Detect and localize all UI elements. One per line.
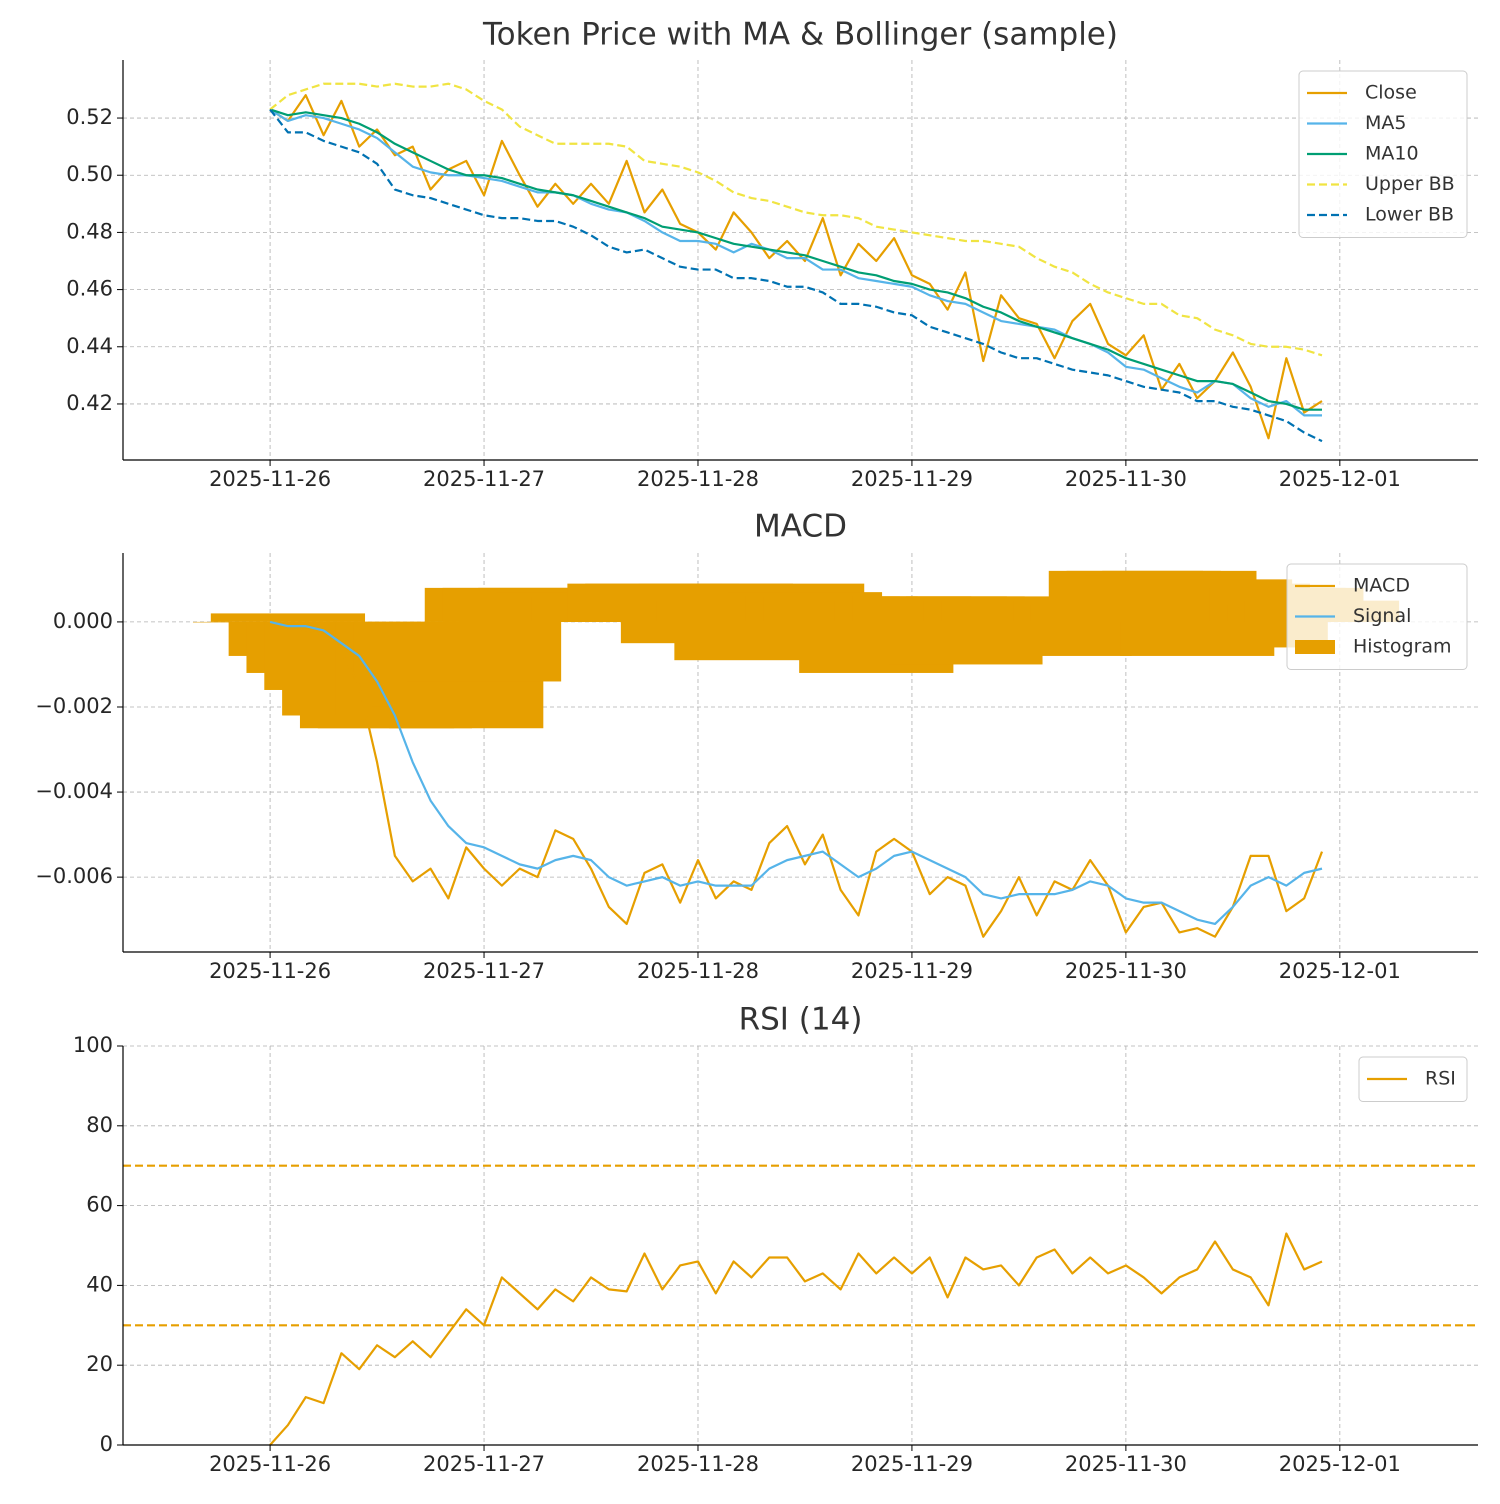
subplot-title: MACD [754,509,847,545]
legend-label: Histogram [1353,636,1452,658]
legend: Close MA5 MA10 Upper BB Lower BB [1298,70,1468,238]
subplot: MACD −0.006 −0.004 −0.002 0.000 2025-11-26 202… [35,509,1478,983]
legend: RSI [1358,1056,1468,1102]
x-tick-label: 2025-11-28 [637,467,759,491]
legend-label: Close [1365,82,1417,104]
histogram-bar [977,621,1132,656]
x-tick-label: 2025-11-26 [209,467,331,491]
x-tick-label: 2025-11-28 [637,1452,759,1476]
subplot-title: Token Price with MA & Bollinger (sample) [482,17,1118,53]
x-tick-label: 2025-11-29 [851,1452,973,1476]
series-line [269,82,1323,357]
y-tick-label: 40 [86,1272,113,1296]
x-tick-label: 2025-11-29 [851,959,973,983]
y-tick-label: 0.000 [53,609,113,633]
legend-label: RSI [1425,1068,1456,1090]
y-tick-label: 80 [86,1113,113,1137]
histogram-bar [406,621,562,682]
series-line [269,620,1324,938]
y-tick-label: 0.42 [66,391,113,415]
y-tick-label: 0.48 [66,219,113,243]
series-line [269,620,1323,926]
legend-label: Lower BB [1365,204,1454,226]
y-tick-label: 0.44 [66,334,113,358]
subplot-title: RSI (14) [739,1002,863,1038]
x-tick-label: 2025-11-30 [1065,467,1187,491]
legend-label: Signal [1353,605,1411,627]
x-tick-label: 2025-11-27 [423,1452,545,1476]
x-tick-label: 2025-11-26 [209,1452,331,1476]
legend-label: MACD [1353,575,1410,597]
y-tick-label: 0 [100,1432,113,1456]
x-tick-label: 2025-11-27 [423,467,545,491]
legend-swatch [1295,640,1335,654]
x-tick-label: 2025-12-01 [1279,467,1401,491]
series-line [269,108,1322,411]
y-tick-label: 60 [86,1193,113,1217]
x-tick-label: 2025-11-29 [851,467,973,491]
y-tick-label: −0.004 [35,779,113,803]
legend-label: MA5 [1365,112,1406,134]
x-tick-label: 2025-11-30 [1065,1452,1187,1476]
y-tick-label: 0.50 [66,162,113,186]
legend-label: Upper BB [1365,173,1455,195]
y-tick-label: 0.46 [66,277,113,301]
x-tick-label: 2025-11-26 [209,959,331,983]
x-tick-label: 2025-12-01 [1279,959,1401,983]
histogram-bar [210,613,366,622]
y-tick-label: 0.52 [66,105,113,129]
y-tick-label: 20 [86,1352,113,1376]
series-line [269,1232,1323,1446]
y-tick-label: −0.002 [35,694,113,718]
legend-box [1298,70,1468,238]
x-tick-label: 2025-12-01 [1279,1452,1401,1476]
series-line [269,108,1323,443]
y-tick-label: −0.006 [35,864,113,888]
legend-box [1358,1056,1468,1102]
legend-label: MA10 [1365,143,1419,165]
subplot: RSI (14) 0 20 40 60 80 100 2025-11-26 2025-11-27… [73,1002,1478,1476]
x-tick-label: 2025-11-28 [637,959,759,983]
y-tick-label: 100 [73,1033,113,1057]
x-tick-label: 2025-11-27 [423,959,545,983]
series-line [269,108,1322,417]
legend: MACD Signal Histogram [1286,563,1468,670]
x-tick-label: 2025-11-30 [1065,959,1187,983]
series-line [269,94,1323,440]
subplot: Token Price with MA & Bollinger (sample)… [66,17,1478,491]
